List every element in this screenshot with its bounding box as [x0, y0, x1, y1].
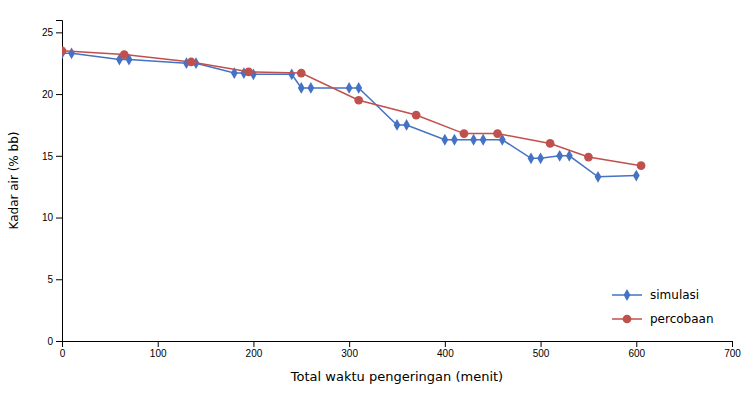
x-tick-label: 400 — [437, 348, 454, 359]
y-axis-line — [56, 21, 63, 342]
legend-label: simulasi — [650, 288, 699, 302]
data-point — [62, 47, 65, 59]
x-axis-title: Total waktu pengeringan (menit) — [290, 369, 503, 384]
data-point — [297, 69, 306, 78]
data-point — [187, 58, 196, 67]
y-tick: 15 — [42, 151, 62, 162]
x-tick-label: 200 — [246, 348, 263, 359]
series-line — [62, 53, 636, 176]
x-tick-label: 700 — [724, 348, 741, 359]
data-point — [120, 50, 129, 59]
x-tick-mark — [158, 341, 159, 347]
legend-label: percobaan — [650, 312, 714, 326]
y-tick-label: 10 — [42, 212, 54, 223]
plot: 0 100 200 300 400 500 600 700 0 5 10 15 20 25 simulasi… — [42, 21, 741, 360]
y-tick-mark — [56, 279, 62, 280]
x-tick: 600 — [628, 341, 645, 359]
x-tick: 300 — [341, 341, 358, 359]
data-point — [595, 171, 602, 183]
x-tick-mark — [541, 341, 542, 347]
x-tick-label: 500 — [533, 348, 550, 359]
x-tick-mark — [732, 341, 733, 347]
y-tick-mark — [56, 32, 62, 33]
x-tick-label: 600 — [628, 348, 645, 359]
x-tick-mark — [253, 341, 254, 347]
y-axis: 0 5 10 15 20 25 — [42, 21, 63, 347]
data-point — [451, 134, 458, 146]
chart: 0 100 200 300 400 500 600 700 0 5 10 15 20 25 simulasi… — [0, 0, 756, 393]
data-point — [441, 134, 448, 146]
data-point — [460, 129, 469, 138]
x-tick-label: 0 — [60, 348, 66, 359]
y-axis-title: Kadar air (% bb) — [7, 132, 21, 230]
series-line — [62, 51, 641, 166]
y-tick: 5 — [47, 274, 62, 285]
y-tick-label: 5 — [47, 274, 53, 285]
y-tick-label: 20 — [42, 89, 54, 100]
y-tick: 10 — [42, 212, 62, 223]
data-point — [556, 150, 563, 162]
legend-marker — [623, 315, 632, 324]
data-point — [346, 82, 353, 94]
data-point — [62, 46, 66, 55]
x-tick-label: 100 — [150, 348, 167, 359]
x-tick-mark — [349, 341, 350, 347]
y-tick: 0 — [47, 336, 62, 347]
legend-item: simulasi — [612, 288, 699, 302]
x-tick-mark — [445, 341, 446, 347]
x-axis-line — [63, 342, 733, 348]
data-point — [403, 119, 410, 131]
y-tick: 25 — [42, 27, 62, 38]
x-tick: 700 — [724, 341, 741, 359]
data-point — [244, 67, 253, 76]
x-tick: 100 — [150, 341, 167, 359]
data-point — [298, 82, 305, 94]
data-point — [493, 129, 502, 138]
series — [62, 47, 640, 182]
y-tick-mark — [56, 156, 62, 157]
data-point — [354, 96, 363, 105]
data-point — [307, 82, 314, 94]
x-tick: 500 — [533, 341, 550, 359]
legend-marker — [624, 289, 631, 301]
x-tick: 400 — [437, 341, 454, 359]
x-tick-mark — [636, 341, 637, 347]
series — [62, 46, 645, 170]
data-point — [633, 170, 640, 182]
y-tick-label: 0 — [47, 336, 53, 347]
y-tick-mark — [56, 341, 62, 342]
data-point — [394, 119, 401, 131]
y-tick-mark — [56, 94, 62, 95]
data-point — [470, 134, 477, 146]
data-point — [537, 152, 544, 164]
legend-item: percobaan — [612, 312, 714, 326]
data-point — [584, 153, 593, 162]
data-point — [412, 111, 421, 120]
data-point — [68, 47, 75, 59]
data-point — [480, 134, 487, 146]
y-tick-label: 25 — [42, 27, 54, 38]
marks — [62, 46, 645, 182]
x-axis: 0 100 200 300 400 500 600 700 — [60, 341, 742, 359]
x-tick-label: 300 — [341, 348, 358, 359]
data-point — [637, 161, 646, 170]
data-point — [528, 152, 535, 164]
data-point — [288, 68, 295, 80]
y-tick-mark — [56, 218, 62, 219]
y-tick-label: 15 — [42, 151, 54, 162]
data-point — [355, 82, 362, 94]
data-point — [546, 139, 555, 148]
legend: simulasi percobaan — [612, 288, 714, 326]
x-tick: 0 — [60, 341, 66, 359]
x-tick: 200 — [246, 341, 263, 359]
y-tick: 20 — [42, 89, 62, 100]
